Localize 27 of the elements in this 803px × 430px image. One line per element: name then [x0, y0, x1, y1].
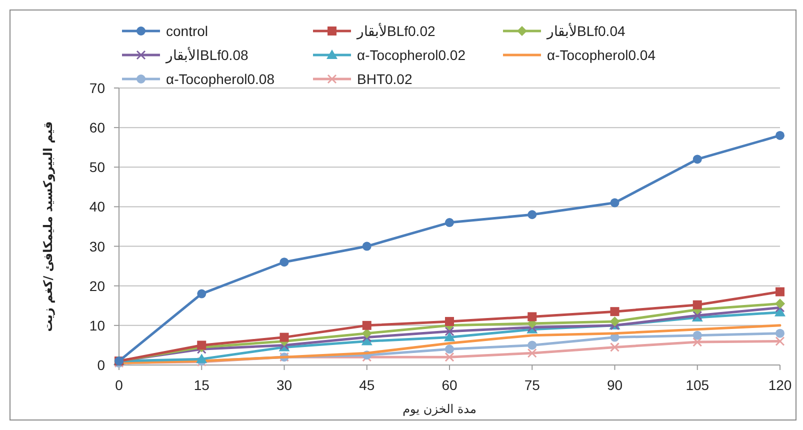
- legend-label: α-Tocopherol0.04: [547, 47, 656, 63]
- x-tick-label: 120: [768, 377, 792, 393]
- y-axis-title: قيم البيروكسيد مليمكافئ /كغم زيت: [41, 121, 55, 332]
- legend-label: control: [166, 23, 208, 39]
- legend-label: α-Tocopherol0.08: [166, 71, 275, 87]
- x-tick-label: 15: [194, 377, 210, 393]
- y-tick-label: 10: [89, 317, 106, 334]
- legend-label: الأبقارBLf0.08: [165, 46, 248, 64]
- x-tick-label: 45: [359, 377, 375, 393]
- y-tick-label: 50: [89, 159, 106, 176]
- y-tick-label: 60: [89, 120, 106, 136]
- legend-label: لأبقارBLf0.02: [356, 22, 436, 40]
- x-tick-label: 0: [115, 377, 124, 393]
- legend-label: لأبقارBLf0.04: [546, 22, 626, 40]
- x-tick-label: 60: [442, 377, 458, 393]
- x-tick-label: 75: [524, 377, 540, 393]
- x-tick-label: 105: [686, 377, 710, 393]
- y-tick-label: 40: [89, 198, 106, 215]
- y-tick-label: 70: [89, 80, 106, 96]
- x-axis-title: مدة الخزن يوم: [402, 402, 476, 416]
- x-tick-label: 90: [606, 377, 623, 393]
- x-tick-label: 30: [276, 377, 292, 393]
- y-tick-label: 30: [89, 238, 106, 254]
- y-tick-label: 0: [97, 357, 106, 373]
- legend-label: BHT0.02: [357, 71, 412, 87]
- y-tick-label: 20: [89, 278, 106, 294]
- legend-label: α-Tocopherol0.02: [357, 47, 466, 63]
